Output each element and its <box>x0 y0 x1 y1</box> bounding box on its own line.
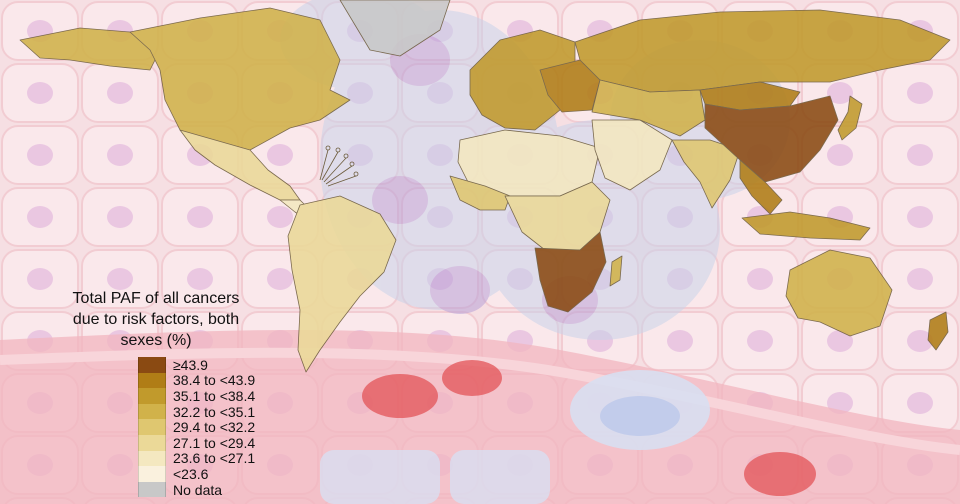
region-greenland <box>339 0 451 57</box>
legend-label: 29.4 to <32.2 <box>173 419 256 436</box>
region-central-asia <box>591 79 706 137</box>
region-middle-east <box>591 119 673 191</box>
legend-item: 29.4 to <32.2 <box>138 419 272 435</box>
region-west-africa <box>449 175 511 211</box>
legend-swatch <box>138 450 166 467</box>
legend-item: 35.1 to <38.4 <box>138 388 272 404</box>
countries <box>19 0 951 373</box>
legend-swatch <box>138 434 166 451</box>
legend-swatch <box>138 419 166 435</box>
region-south-america <box>287 195 397 373</box>
legend-title-line: sexes (%) <box>120 332 192 349</box>
caribbean-island-markers <box>319 145 359 187</box>
region-alaska <box>19 27 161 71</box>
legend-swatch <box>138 481 166 498</box>
legend-label: No data <box>173 481 223 498</box>
region-southeast-asia <box>739 159 783 215</box>
region-madagascar <box>609 255 623 287</box>
legend-label: 23.6 to <27.1 <box>173 450 256 467</box>
legend-item: <23.6 <box>138 466 272 482</box>
legend-title-line: due to risk factors, both <box>72 311 240 328</box>
tissue-cell <box>450 450 550 504</box>
legend-swatch <box>138 466 166 482</box>
legend-title-line: Total PAF of all cancers <box>72 290 240 307</box>
legend-label: <23.6 <box>173 465 209 482</box>
region-japan <box>837 95 863 141</box>
region-new-zealand <box>927 311 949 351</box>
blood-vessel <box>0 330 960 504</box>
legend-item: 27.1 to <29.4 <box>138 435 272 451</box>
red-blood-cell <box>744 452 816 496</box>
legend-swatch <box>138 388 166 404</box>
legend-item: 38.4 to <43.9 <box>138 372 272 389</box>
red-blood-cell <box>362 374 438 418</box>
legend-item: ≥43.9 <box>138 357 272 373</box>
region-north-america <box>129 7 351 153</box>
region-indonesia <box>741 211 871 241</box>
legend-swatch <box>138 372 166 389</box>
region-southern-africa <box>534 231 607 313</box>
legend-label: 32.2 to <35.1 <box>173 403 256 420</box>
legend-swatch <box>138 357 166 373</box>
legend-label: ≥43.9 <box>173 356 208 373</box>
legend-title: Total PAF of all cancers due to risk fac… <box>40 288 272 351</box>
map-legend: Total PAF of all cancers due to risk fac… <box>40 288 272 498</box>
legend-label: 38.4 to <43.9 <box>173 372 256 389</box>
legend-label: 27.1 to <29.4 <box>173 434 256 451</box>
region-australia <box>785 249 893 337</box>
region-india <box>671 139 741 209</box>
red-blood-cell <box>442 360 502 396</box>
region-china <box>704 95 839 183</box>
tissue-cell <box>320 450 440 504</box>
legend-item: 23.6 to <27.1 <box>138 450 272 467</box>
legend-item: No data <box>138 482 272 498</box>
legend-swatch <box>138 403 166 420</box>
white-blood-cell-nucleus <box>600 396 680 436</box>
legend-label: 35.1 to <38.4 <box>173 387 256 404</box>
legend-item: 32.2 to <35.1 <box>138 404 272 420</box>
